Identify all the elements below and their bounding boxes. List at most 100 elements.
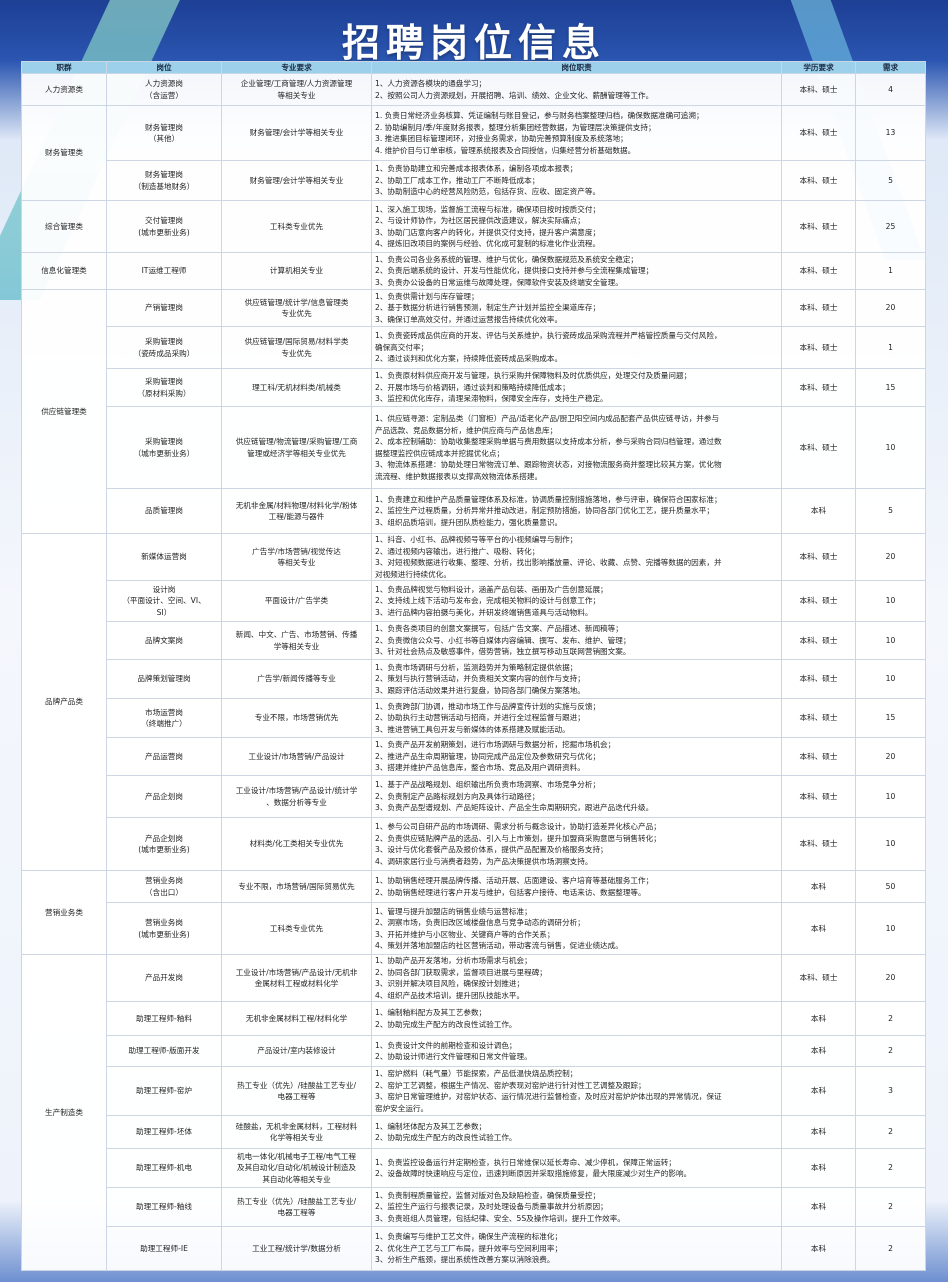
duty-line: 1、负责各类项目的创意文案撰写，包括广告文案、产品描述、新闻稿等； (375, 624, 623, 634)
major-cell: 工科类专业优先 (221, 902, 372, 955)
education-cell: 本科、硕士 (781, 252, 856, 290)
position-line: 采购管理岗 (145, 337, 183, 346)
duty-line: 3、监控和优化库存，清理呆滞物料，保障安全库存，支持生产稳定。 (375, 394, 608, 404)
position-line: 产品企划岗 (145, 833, 183, 843)
position-cell: 助理工程师-版面开发 (106, 1035, 222, 1067)
major-cell: 热工专业（优先）/硅酸盐工艺专业/电器工程等 (221, 1187, 372, 1227)
table-row: 品牌产品类 新媒体运营岗 广告学/市场营销/视觉传达 等相关专业 1、抖音、小红书、品牌… (21, 533, 926, 871)
major-cell: 供应链管理/国际贸易/材料学类 专业优先 (221, 326, 372, 369)
table-row: 人力资源类 人力资源岗 （含运营） 企业管理/工商管理/人力资源管理 等相关专业 1、人力… (21, 73, 926, 106)
position-line: 产品运营岗 (145, 751, 183, 761)
count-cell: 2 (855, 1001, 926, 1036)
duty-line: 1、管理与提升加盟店的销售业绩与运营标准； (375, 906, 532, 916)
position-line: 产品开发岗 (145, 973, 183, 983)
count-cell: 1 (855, 252, 926, 290)
education-cell: 本科、硕士 (781, 659, 856, 699)
count-cell: 15 (855, 368, 926, 407)
education-cell: 本科 (781, 1148, 856, 1188)
major-line: 及其自动化/自动化/机械设计制造及 (236, 1163, 357, 1173)
count-cell: 5 (855, 488, 926, 534)
major-cell: 工科类专业优先 (221, 200, 372, 253)
duties-cell: 1、负责跨部门协调，推动市场工作与品牌宣传计划的实施与反馈； 2、协助执行主动营销… (371, 698, 782, 738)
position-line: 助理工程师-版面开发 (128, 1046, 200, 1056)
major-cell: 企业管理/工商管理/人力资源管理 等相关专业 (221, 73, 372, 106)
duty-line: 3、确保订单高效交付，并通过运营报告持续优化效率。 (375, 314, 563, 324)
duty-line: 1、协助产品开发落地，分析市场需求与机会； (375, 956, 532, 965)
major-line: 工程/能源与器件 (268, 512, 325, 521)
duty-line: 2、协助执行主动营销活动与招商，并进行全过程监督与跟进； (375, 713, 585, 723)
major-cell: 工业设计/市场营销/产品设计/统计学 、数据分析等专业 (221, 775, 372, 818)
duty-line: 2、负责微信公众号、小红书等自媒体内容编辑、撰写、发布、维护、管理； (375, 635, 631, 645)
position-cell: 助理工程师-坯体 (106, 1115, 222, 1149)
position-line: （终端推广） (141, 719, 187, 728)
major-line: 工科类专业优先 (269, 221, 324, 231)
duty-line: 1、负责建立和维护产品质量管理体系及标准，协调质量控制措施落地，参与评审，确保符… (375, 494, 722, 504)
position-line: 品牌策划管理岗 (137, 674, 191, 684)
education-cell: 本科 (781, 1187, 856, 1227)
duty-line: 2、成本控制辅助：协助收集整理采购单据与费用数据以支持成本分析，参与采购合同归档… (375, 437, 722, 446)
major-line: 专业优先 (281, 309, 312, 318)
table-row: 采购管理岗 （原材料采购） 理工科/无机材料类/机械类 1、负责原材料供应商开发与管理… (22, 368, 926, 407)
duties-cell: 1、负责瓷砖成品供应商的开发、评估与关系维护，执行瓷砖成品采购流程并严格管控质量… (371, 326, 782, 369)
position-line: 助理工程师-釉料 (136, 1013, 192, 1023)
duty-line: 1、窑炉燃料（耗气量）节能探索，产品低温快烧品质控制； (375, 1069, 578, 1078)
position-line: (城市更新业务) (138, 929, 190, 939)
duty-line: 1、深入施工现场，监督施工流程与标准，确保项目按时按质交付； (375, 204, 601, 214)
duty-line: 2、通过视频内容输出，进行推广、吸粉、转化； (375, 546, 540, 556)
position-cell: 营销业务岗 (城市更新业务) (106, 902, 222, 955)
duties-cell: 1、基于产品战略规划、组织输出所负责市场洞察、市场竞争分析； 2、负责制定产品路标… (371, 775, 782, 818)
table-row: 产品企划岗 (城市更新业务) 材料类/化工类相关专业优先 1、参与公司自研产品的市场调… (22, 817, 926, 871)
count-cell: 10 (855, 775, 926, 818)
major-cell: 供应链管理/统计学/信息管理类 专业优先 (221, 289, 372, 327)
major-line: 专业优先 (281, 348, 312, 358)
duty-line: 2、监控生产过程质量，分析异常并推动改进，制定预防措施，协同各部门优化工艺，提升… (375, 506, 714, 516)
position-cell: 助理工程师-IE (106, 1226, 222, 1271)
duties-cell: 1、负责原材料供应商开发与管理，执行采购并保障物料及时优质供应，处理交付及质量问… (371, 368, 782, 407)
count-cell: 20 (855, 289, 926, 327)
count-cell: 3 (855, 1066, 926, 1116)
education-cell: 本科 (781, 1001, 856, 1036)
duty-line: 2、协助完成生产配方的改良性试验工作。 (375, 1133, 517, 1142)
position-line: 财务管理岗 (145, 122, 183, 132)
position-line: （制造基地财务） (133, 181, 195, 191)
duty-line: 3、负责办公设备的日常运维与故障处理，保障软件安装及终端安全管理。 (375, 277, 623, 287)
education-cell: 本科、硕士 (781, 580, 856, 622)
duty-line: 3、推进营销工具包开发与新媒体的体系搭建及赋能活动。 (375, 724, 570, 734)
position-line: 交付管理岗 (145, 216, 183, 225)
major-line: 热工专业（优先）/硅酸盐工艺专业/ (236, 1196, 357, 1206)
major-cell: 计算机相关专业 (221, 252, 372, 290)
table-row: 助理工程师-机电 机电一体化/机械电子工程/电气工程 及其自动化/自动化/机械设计制… (22, 1148, 926, 1188)
table-row: 品质管理岗 无机非金属/材料物理/材料化学/粉体 工程/能源与器件 1、负责建立和维护… (22, 488, 926, 534)
duty-line: 3、针对社会热点及敏感事件，借势营销，独立撰写移动互联网营销图文案。 (375, 647, 631, 657)
duty-line: 3. 推进集团目标管理闭环，对接业务需求，协助完善预算制度及系统落地； (375, 134, 628, 143)
major-line: 广告学/市场营销/视觉传达 (252, 546, 341, 556)
job-table: 职群 岗位 专业要求 岗位职责 学历要求 需求 人力资源类 人力资源岗 （含运营） 企业管理/工… (21, 61, 926, 1271)
major-cell: 广告学/市场营销/视觉传达 等相关专业 (221, 533, 372, 581)
category-cell: 营销业务类 (21, 870, 107, 955)
major-cell: 平面设计/广告学类 (221, 580, 372, 622)
duty-line: 2、负责供应链贴牌产品的选品、引入与上市策划，提升加盟商采购意愿与销售转化； (375, 833, 661, 843)
education-cell: 本科、硕士 (781, 737, 856, 776)
major-line: 产品设计/室内装修设计 (257, 1046, 336, 1056)
duty-line: 2、推进产品生命周期管理，协同完成产品定位及参数研究与优化； (375, 751, 601, 761)
duty-line: 2、协助完成生产配方的改良性试验工作。 (375, 1019, 517, 1029)
major-line: 无机非金属/材料物理/材料化学/粉体 (235, 500, 358, 510)
position-line: 营销业务岗 (145, 918, 183, 927)
table-row: 助理工程师-IE 工业工程/统计学/数据分析 1、负责编写与维护工艺文件，确保生产流… (22, 1226, 926, 1271)
duty-line: 1、负责市场调研与分析，监测趋势并为策略制定提供依据； (375, 662, 578, 672)
duties-cell: 1. 负责日常经济业务核算、凭证编制与账目登记，参与财务档案整理归档，确保数据准… (371, 105, 782, 161)
table-row: 采购管理岗 （瓷砖成品采购） 供应链管理/国际贸易/材料学类 专业优先 1、负责瓷砖成品… (22, 326, 926, 369)
position-line: 助理工程师-机电 (136, 1163, 192, 1173)
count-cell: 2 (855, 1035, 926, 1067)
count-cell: 2 (855, 1148, 926, 1188)
major-line: 供应链管理/物流管理/采购管理/工商 (235, 437, 358, 446)
count-cell: 10 (855, 817, 926, 871)
major-line: 财务管理/会计学等相关专业 (249, 175, 344, 185)
major-cell: 新闻、中文、广告、市场营销、传播 学等相关专业 (221, 621, 372, 660)
duty-line: 确保高交付率； (375, 342, 429, 352)
duty-line: 2、通过谈判和优化方案，持续降低瓷砖成品采购成本。 (375, 354, 563, 364)
count-cell: 15 (855, 698, 926, 738)
major-line: 工业设计/市场营销/产品设计/无机非 (235, 967, 358, 977)
duty-line: 1、负责公司各业务系统的管理、维护与优化，确保数据规范及系统安全稳定； (375, 254, 639, 264)
position-line: （含运营） (145, 90, 183, 100)
